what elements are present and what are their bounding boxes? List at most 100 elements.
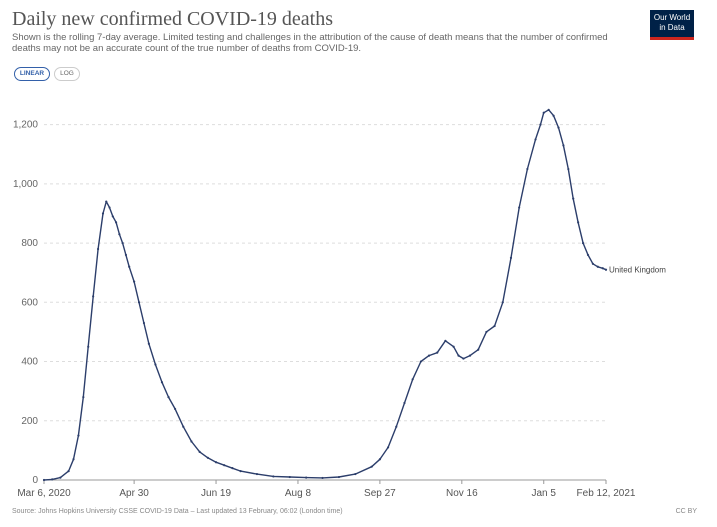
data-point (321, 476, 324, 480)
y-tick-label: 400 (21, 357, 38, 368)
chart-title: Daily new confirmed COVID-19 deaths (12, 8, 334, 30)
data-point (231, 467, 234, 470)
data-point (468, 354, 472, 357)
data-point (167, 395, 170, 399)
data-point (395, 425, 398, 428)
data-point (562, 144, 565, 147)
data-point (581, 241, 585, 245)
data-point (206, 456, 209, 459)
data-point (82, 395, 85, 399)
data-point (87, 345, 90, 348)
data-point (457, 354, 460, 357)
data-point (436, 351, 439, 354)
data-point (444, 339, 447, 342)
y-tick-label: 1,200 (13, 120, 38, 131)
data-point (370, 465, 373, 468)
data-point (108, 206, 111, 209)
data-point (72, 458, 75, 461)
series-line-united-kingdom (43, 109, 607, 481)
data-point (133, 280, 136, 283)
data-point (509, 256, 513, 259)
data-point (542, 111, 545, 114)
data-point (255, 472, 259, 476)
data-point (198, 450, 201, 453)
data-point (539, 123, 542, 126)
data-point (272, 475, 275, 478)
data-point (354, 472, 357, 476)
data-point (547, 108, 550, 111)
data-point (604, 268, 608, 271)
x-tick-label: Aug 8 (285, 488, 312, 499)
data-point (403, 401, 406, 405)
data-point (501, 301, 504, 304)
data-point (518, 206, 521, 209)
data-point (92, 295, 95, 298)
data-point (586, 253, 590, 257)
data-point (223, 464, 226, 467)
x-tick-label: Nov 16 (446, 488, 478, 499)
data-point (137, 301, 141, 304)
x-tick-label: Sep 27 (364, 488, 396, 499)
owid-logo[interactable]: Our World in Data (650, 10, 694, 40)
data-point (378, 458, 381, 461)
data-point (160, 381, 164, 384)
data-point (147, 342, 150, 345)
data-point (142, 321, 146, 325)
data-point (111, 215, 114, 218)
data-point (182, 425, 185, 428)
data-point (305, 476, 308, 479)
source-note: Source: Johns Hopkins University CSSE CO… (12, 508, 343, 515)
data-point (386, 446, 390, 449)
linear-scale-button[interactable]: LINEAR (14, 67, 50, 81)
data-point (105, 200, 108, 203)
data-point (128, 265, 131, 268)
data-point (124, 253, 128, 257)
x-tick-label: Jan 5 (532, 488, 557, 499)
data-point (173, 407, 177, 411)
series-label: United Kingdom (609, 266, 666, 275)
data-point (114, 221, 118, 224)
data-point (214, 461, 218, 464)
data-point (567, 167, 570, 171)
data-point (485, 330, 488, 334)
data-point (493, 324, 496, 328)
data-point (577, 221, 580, 224)
data-point (419, 360, 422, 363)
data-point (77, 434, 80, 437)
x-tick-label: Mar 6, 2020 (17, 488, 71, 499)
data-point (118, 233, 121, 236)
data-point (411, 378, 414, 381)
data-point (121, 241, 124, 245)
data-point (601, 267, 604, 270)
logo-line-2: in Data (659, 22, 685, 32)
data-point (101, 212, 105, 215)
data-point (67, 470, 70, 473)
data-point (59, 476, 62, 479)
logo-line-1: Our World (653, 13, 691, 22)
data-point (51, 478, 54, 481)
x-tick-label: Apr 30 (119, 488, 149, 499)
y-tick-label: 1,000 (13, 179, 38, 190)
license-link[interactable]: CC BY (675, 508, 697, 515)
log-scale-button[interactable]: LOG (54, 67, 80, 81)
x-tick-label: Feb 12, 2021 (577, 488, 636, 499)
data-point (591, 262, 594, 265)
x-tick-label: Jun 19 (201, 488, 231, 499)
data-point (42, 478, 46, 482)
data-point (526, 167, 529, 171)
data-point (96, 247, 100, 251)
data-point (557, 126, 560, 129)
data-point (190, 440, 193, 443)
data-point (462, 357, 465, 360)
data-point (552, 114, 555, 117)
y-tick-label: 0 (32, 475, 38, 486)
data-point (154, 363, 157, 366)
data-point (452, 345, 455, 348)
data-point (534, 138, 537, 141)
data-point (596, 265, 599, 268)
y-tick-label: 600 (21, 297, 38, 308)
y-tick-label: 200 (21, 416, 38, 427)
data-point (239, 470, 242, 473)
data-point (337, 475, 341, 479)
